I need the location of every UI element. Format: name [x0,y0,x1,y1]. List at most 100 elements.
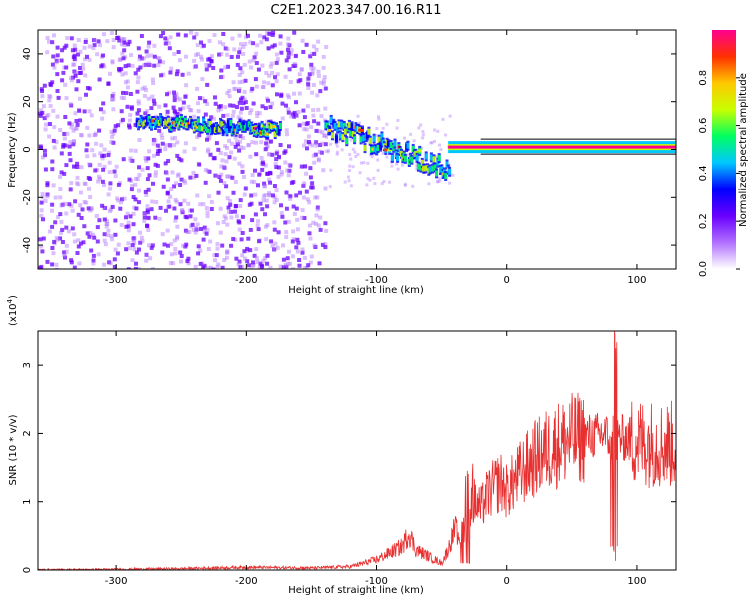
spectrogram-cell-640 [201,43,206,48]
spectrogram-cell-704 [54,140,59,145]
spectrogram-cell-1111 [284,206,289,211]
spectrogram-cell-1210 [172,98,177,103]
spectrogram-cell-262 [62,132,67,136]
spectrogram-cell-442 [207,169,212,174]
spectrogram-cell-136 [124,247,129,252]
spectrogram-cell-988 [195,43,200,48]
spectrogram-cell-395 [225,250,229,255]
spectrogram-cell-1515 [438,179,442,183]
spectrogram-cell-316 [69,260,74,265]
spectrogram-cell-51 [175,236,180,241]
spectrogram-cell-334 [197,133,202,138]
spectrogram-cell-221 [259,140,264,145]
spectrogram-cell-230 [299,67,304,72]
spectrogram-cell-346 [229,209,234,214]
spectrogram-cell-278 [283,220,288,225]
spectrogram-cell-1328 [257,111,262,116]
spectrogram-cell-323 [53,220,58,225]
spectrogram-cell-1341 [126,228,131,233]
spectrogram-cell-942 [318,227,323,232]
spectrogram-cell-882 [232,86,237,91]
spectrogram-cell-162 [307,231,312,236]
spectrogram-cell-560 [223,46,228,51]
spectrogram-cell-1454 [324,149,328,153]
snr-xtick-label-4: 100 [627,576,646,587]
spectrogram-cell-73 [146,228,151,232]
spectrogram-cell-885 [53,195,58,200]
spectrogram-cell-1005 [228,103,233,108]
spectrogram-cell-72 [317,261,322,266]
spectrogram-cell-695 [89,207,94,212]
spectrogram-cell-1062 [211,267,216,269]
spectrogram-cell-476 [64,163,69,168]
spectrogram-cell-138 [173,114,178,119]
spectrogram-cell-1113 [244,106,249,110]
spectrogram-cell-206 [187,229,192,234]
spectrogram-cell-661 [195,135,200,140]
spectrogram-cell-979 [82,109,87,114]
spectrogram-cell-816 [261,194,266,199]
spectrogram-cell-184 [250,264,255,269]
spectrogram-cell-1231 [268,265,273,269]
spectrogram-cell-282 [259,40,264,45]
spectrogram-cell-1394 [88,177,93,181]
spectrogram-cell-360 [121,90,125,95]
spectrogram-cell-30 [268,105,273,110]
spectrogram-cell-999 [97,218,102,223]
spectrogram-cell-1357 [306,263,311,268]
spectrogram-cell-329 [153,114,158,119]
spectrogram-cell-586 [59,230,63,235]
spectrogram-cell-1102 [189,108,194,113]
spectrogram-cell-140 [254,61,259,65]
spectrogram-cell-1799 [342,122,346,129]
spectrogram-cell-861 [67,151,72,156]
spectrogram-cell-1126 [100,203,105,208]
spectrogram-cell-1138 [65,36,70,41]
spectrogram-cell-384 [60,240,65,244]
spectrogram-cell-402 [272,43,277,48]
spectrogram-cell-1922 [415,154,419,161]
spectrogram-cell-1295 [150,267,155,269]
spectrogram-cell-1176 [153,138,158,143]
spectrogram-cell-1336 [216,190,221,195]
spectrogram-cell-1203 [115,36,120,40]
spectrogram-cell-31 [265,31,270,36]
spectrogram-cell-71 [153,173,158,178]
spectrogram-cell-616 [296,79,301,84]
spectrogram-cell-1091 [168,194,173,199]
spectrogram-cell-1572 [166,117,170,124]
spectrogram-cell-758 [275,245,280,250]
spectrogram-cell-774 [314,128,319,133]
spectrogram-cell-76 [229,55,234,59]
spectrogram-cell-638 [292,114,297,119]
spectrogram-cell-918 [219,75,224,80]
spectrogram-cell-1279 [94,131,98,136]
spectrogram-cell-1118 [69,258,74,263]
spectrogram-cell-1665 [220,121,224,128]
spectrogram-cell-216 [306,86,311,90]
spectrogram-cell-1242 [278,41,283,46]
spectrogram-cell-718 [246,33,250,38]
spectrogram-cell-528 [257,266,262,269]
spectrogram-cell-504 [162,242,167,247]
spectrogram-cell-1972 [445,161,449,168]
spectrogram-cell-1124 [295,237,300,242]
spectrogram-cell-1450 [348,169,352,172]
spectrogram-cell-1308 [40,155,45,160]
spectrogram-cell-1194 [256,227,261,232]
spectrogram-cell-52 [136,267,141,269]
spectrogram-cell-906 [231,237,236,241]
spectrogram-cell-805 [315,207,320,212]
spectrogram-cell-830 [131,195,136,199]
spectrogram-cell-780 [40,94,45,99]
spectrogram-cell-1025 [323,221,328,226]
spectrogram-cell-373 [286,47,290,52]
spectrogram-cell-1858 [377,136,381,143]
spectrogram-cell-809 [122,40,127,45]
spectrogram-cell-1455 [433,128,437,132]
spectrogram-cell-437 [251,101,256,106]
spectrogram-cell-139 [47,134,52,139]
spectrogram-cell-469 [101,53,105,58]
spectrogram-cell-264 [233,209,237,214]
spectrogram-cell-872 [312,51,317,56]
